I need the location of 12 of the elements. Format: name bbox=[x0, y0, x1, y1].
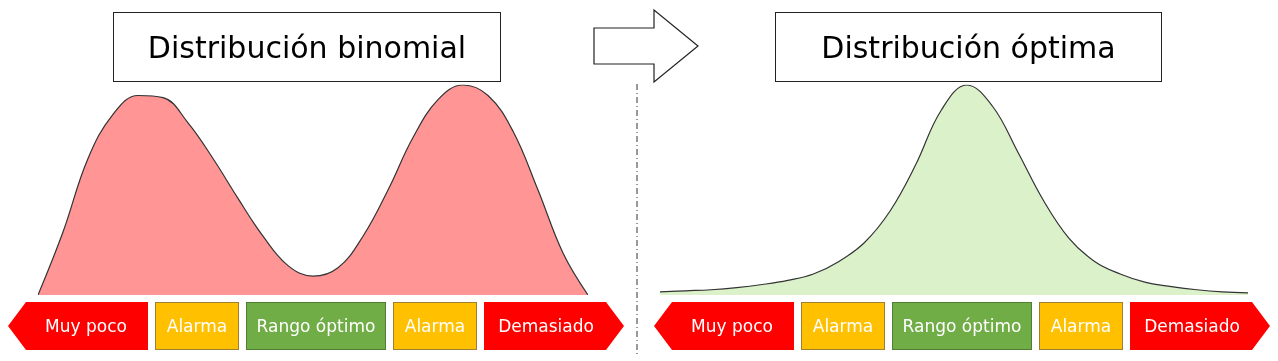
text: Alarma bbox=[393, 302, 477, 350]
text: Demasiado bbox=[1130, 302, 1270, 350]
text: Demasiado bbox=[484, 302, 624, 350]
chart-title: Distribución óptima bbox=[775, 12, 1162, 82]
text: Rango óptimo bbox=[246, 302, 386, 350]
text: Muy poco bbox=[8, 302, 148, 350]
text: Alarma bbox=[801, 302, 885, 350]
text: Rango óptimo bbox=[892, 302, 1032, 350]
chart-title: Distribución binomial bbox=[113, 12, 501, 82]
text: Alarma bbox=[1039, 302, 1123, 350]
text: Alarma bbox=[155, 302, 239, 350]
text: Muy poco bbox=[654, 302, 794, 350]
